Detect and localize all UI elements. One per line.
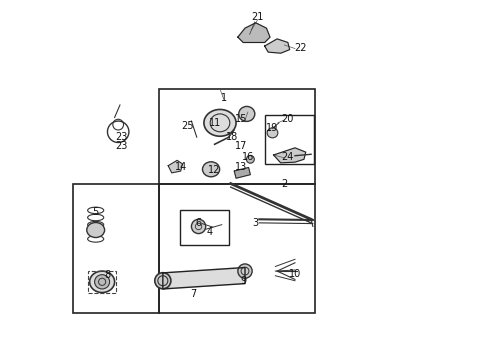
Ellipse shape xyxy=(95,275,110,289)
Text: 14: 14 xyxy=(174,162,187,172)
Ellipse shape xyxy=(238,264,252,278)
Text: 23: 23 xyxy=(116,141,128,151)
Ellipse shape xyxy=(204,109,236,136)
Text: 21: 21 xyxy=(251,13,264,22)
Text: 2: 2 xyxy=(281,179,288,189)
Bar xyxy=(159,184,315,313)
Text: 6: 6 xyxy=(196,218,201,228)
Text: 25: 25 xyxy=(182,121,194,131)
Text: 19: 19 xyxy=(266,123,278,133)
Text: 23: 23 xyxy=(116,132,128,142)
Text: 5: 5 xyxy=(93,207,99,217)
Text: 16: 16 xyxy=(243,153,255,162)
Polygon shape xyxy=(238,23,270,42)
Text: 1: 1 xyxy=(220,93,227,103)
Ellipse shape xyxy=(90,271,115,293)
Bar xyxy=(88,271,117,293)
Text: 18: 18 xyxy=(226,132,239,142)
Bar xyxy=(159,89,315,184)
Polygon shape xyxy=(234,167,250,178)
Polygon shape xyxy=(163,267,245,289)
Bar xyxy=(265,115,314,164)
Text: 4: 4 xyxy=(206,227,212,237)
Text: 3: 3 xyxy=(253,218,259,228)
Ellipse shape xyxy=(155,273,171,289)
Text: 17: 17 xyxy=(235,141,247,151)
Ellipse shape xyxy=(239,107,255,121)
Polygon shape xyxy=(168,160,182,173)
Text: 8: 8 xyxy=(104,270,111,280)
Text: 20: 20 xyxy=(282,113,294,123)
Text: 7: 7 xyxy=(190,289,196,298)
Text: 9: 9 xyxy=(240,276,246,286)
Polygon shape xyxy=(273,148,306,163)
Text: 11: 11 xyxy=(209,118,221,128)
Text: 10: 10 xyxy=(289,269,301,279)
Text: 12: 12 xyxy=(208,165,221,175)
Bar xyxy=(73,184,159,313)
Ellipse shape xyxy=(192,219,206,234)
Text: 24: 24 xyxy=(282,152,294,162)
Ellipse shape xyxy=(202,162,220,177)
Text: 13: 13 xyxy=(235,162,247,172)
Polygon shape xyxy=(265,39,290,53)
Ellipse shape xyxy=(87,222,104,238)
Text: 22: 22 xyxy=(294,43,307,53)
Ellipse shape xyxy=(246,156,254,163)
Ellipse shape xyxy=(267,128,278,138)
Bar xyxy=(180,210,229,245)
Text: 15: 15 xyxy=(235,113,247,123)
